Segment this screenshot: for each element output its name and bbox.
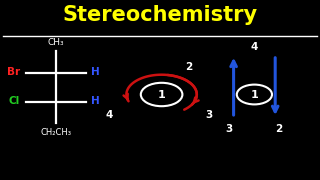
- Text: 3: 3: [225, 124, 232, 134]
- Text: 1: 1: [158, 89, 165, 100]
- Text: 2: 2: [185, 62, 193, 72]
- Text: Br: Br: [7, 67, 20, 77]
- Text: 4: 4: [251, 42, 258, 52]
- Text: 1: 1: [251, 89, 258, 100]
- Text: H: H: [91, 67, 100, 77]
- Text: Cl: Cl: [9, 96, 20, 106]
- Text: Stereochemistry: Stereochemistry: [62, 5, 258, 25]
- Text: 2: 2: [275, 124, 282, 134]
- Text: 4: 4: [106, 110, 113, 120]
- Text: CH₃: CH₃: [48, 38, 64, 47]
- Text: H: H: [91, 96, 100, 106]
- Text: CH₂CH₃: CH₂CH₃: [41, 128, 71, 137]
- Text: 3: 3: [205, 110, 212, 120]
